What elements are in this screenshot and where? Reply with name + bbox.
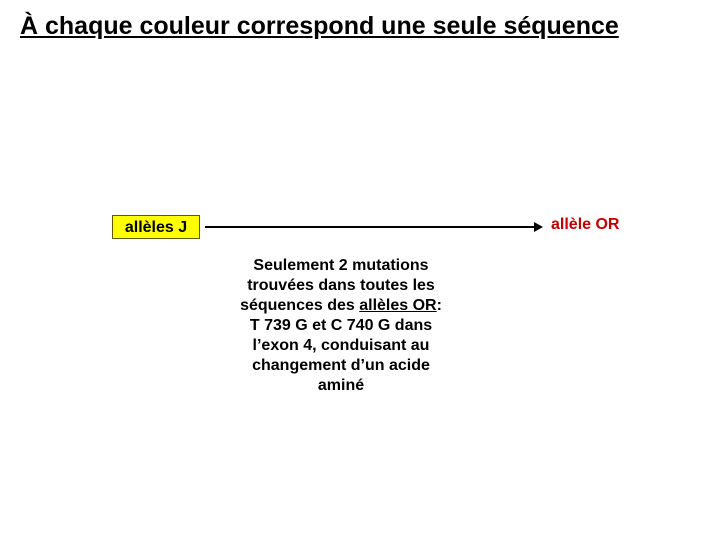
para-line-3-pre: séquences des (240, 297, 359, 314)
para-line-4: T 739 G et C 740 G dans (216, 316, 466, 336)
allele-or-label-wrap: allèle OR (551, 216, 619, 234)
para-line-7: aminé (216, 376, 466, 396)
para-line-3-highlight: allèles OR (359, 297, 436, 314)
mutation-paragraph: Seulement 2 mutations trouvées dans tout… (216, 256, 466, 396)
para-line-6: changement d’un acide (216, 356, 466, 376)
para-line-3: séquences des allèles OR: (216, 296, 466, 316)
slide: À chaque couleur correspond une seule sé… (0, 0, 720, 540)
title-text: À chaque couleur correspond une seule sé… (20, 12, 619, 40)
para-line-5: l’exon 4, conduisant au (216, 336, 466, 356)
allele-j-label: allèles J (125, 219, 187, 236)
para-line-3-post: : (437, 297, 442, 314)
para-line-2: trouvées dans toutes les (216, 276, 466, 296)
allele-or-label: allèle OR (551, 216, 619, 233)
page-title: À chaque couleur correspond une seule sé… (20, 12, 700, 41)
allele-j-box: allèles J (112, 215, 200, 239)
para-line-1: Seulement 2 mutations (216, 256, 466, 276)
